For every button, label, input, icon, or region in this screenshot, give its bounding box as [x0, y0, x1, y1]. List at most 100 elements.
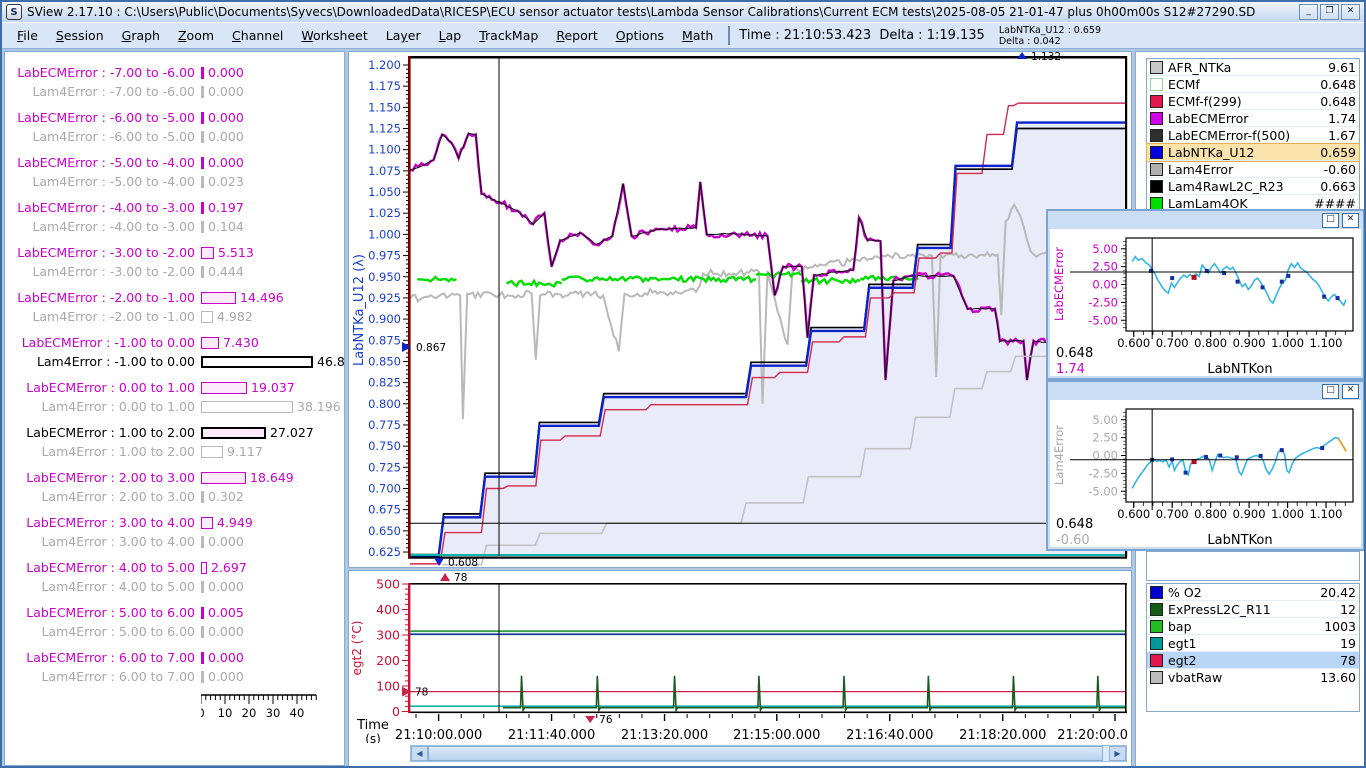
- lamlam4ok-trace: [417, 275, 457, 283]
- minimize-button[interactable]: _: [1299, 4, 1318, 20]
- svg-text:0: 0: [201, 706, 205, 720]
- channel-value: -0.60: [1323, 161, 1356, 177]
- menu-item-zoom[interactable]: Zoom: [177, 28, 215, 43]
- svg-text:1.100: 1.100: [1310, 507, 1343, 521]
- scroll-right-button[interactable]: ▶: [1109, 746, 1126, 761]
- scatter1-maximize-button[interactable]: □: [1322, 213, 1339, 228]
- channel-name: ECMf: [1168, 76, 1200, 92]
- svg-text:0.800: 0.800: [1194, 507, 1227, 521]
- egt-chart-box: 0 100 200 300 400 500 egt2 (°C) 78 78 76 21:10:00.…: [348, 570, 1132, 766]
- channel-row-egt2[interactable]: egt2 78: [1147, 652, 1359, 669]
- svg-text:0.775: 0.775: [368, 418, 401, 432]
- svg-text:0: 0: [392, 704, 400, 719]
- scatter-dot: [1320, 445, 1325, 450]
- scatter2-maximize-button[interactable]: □: [1322, 384, 1339, 399]
- channel-name: LamLam4OK: [1168, 195, 1248, 211]
- scatter-dot: [1149, 268, 1154, 273]
- scatter-red-dot: [1191, 459, 1197, 465]
- scatter-dot: [1218, 453, 1223, 458]
- scatter2-close-button[interactable]: ✕: [1342, 384, 1359, 399]
- channel-color-swatch: [1150, 179, 1163, 193]
- menu-item-worksheet[interactable]: Worksheet: [301, 28, 368, 43]
- channel-value: 9.61: [1328, 59, 1356, 75]
- channel-row-lam4error[interactable]: Lam4Error -0.60: [1147, 161, 1359, 178]
- lam4error-vs-labntkon-plot[interactable]: 5.00 2.50 0.00 -2.50 -5.00 Lam4Error 0.600 0.70…: [1050, 400, 1363, 549]
- channel-row-vbatraw[interactable]: vbatRaw 13.60: [1147, 669, 1359, 685]
- svg-text:2.50: 2.50: [1092, 431, 1118, 445]
- menu-item-graph[interactable]: Graph: [121, 28, 160, 43]
- scatter-trace: [1131, 436, 1347, 489]
- channel-value: 0.663: [1320, 178, 1356, 194]
- lambda-time-chart[interactable]: 1.200 1.175 1.150 1.125 1.100 1.075 1.050 1.025…: [349, 51, 1129, 569]
- time-scrollbar[interactable]: ◀ ▶: [410, 745, 1127, 762]
- svg-text:(s): (s): [365, 732, 381, 743]
- scatter-dot: [1235, 279, 1240, 284]
- svg-text:0.900: 0.900: [1233, 336, 1266, 350]
- histogram-row-lam-12: Lam4Error : 5.00 to 6.00 0.000: [41, 624, 244, 639]
- scatter-dot: [1279, 279, 1284, 284]
- channel-row-egt1[interactable]: egt1 19: [1147, 635, 1359, 652]
- histogram-row-ecm-8: LabECMError : 1.00 to 2.00 27.027: [26, 425, 314, 440]
- channel-value: ####: [1314, 195, 1356, 211]
- menu-item-trackmap[interactable]: TrackMap: [479, 28, 539, 43]
- labecmerror-scatter-window[interactable]: □ ✕ 5.00 2.50 0.00 -2.50 -5.00 LabECMError 0.6…: [1046, 209, 1364, 380]
- channel-row-labntka-u12[interactable]: LabNTKa_U12 0.659: [1146, 143, 1360, 162]
- menu-item-file[interactable]: File: [17, 28, 38, 43]
- svg-text:0.800: 0.800: [368, 397, 401, 411]
- restore-button[interactable]: ❐: [1320, 4, 1339, 20]
- svg-text:0.625: 0.625: [368, 545, 401, 559]
- svg-text:0.675: 0.675: [368, 503, 401, 517]
- lam4error-scatter-window[interactable]: □ ✕ 5.00 2.50 0.00 -2.50 -5.00 Lam4Error 0.600…: [1046, 380, 1364, 551]
- title-bar[interactable]: S SView 2.17.10 : C:\Users\Public\Docume…: [2, 2, 1364, 22]
- svg-text:0.975: 0.975: [368, 249, 401, 263]
- channel-row-expressl2c-r11[interactable]: ExPressL2C_R11 12: [1147, 601, 1359, 618]
- close-button[interactable]: ✕: [1341, 4, 1360, 20]
- scatter2-titlebar[interactable]: [1050, 384, 1361, 400]
- svg-text:1.000: 1.000: [1271, 507, 1304, 521]
- histogram-row-ecm-6: LabECMError : -1.00 to 0.00 7.430: [21, 335, 259, 350]
- scrollbar-thumb[interactable]: [428, 746, 1103, 761]
- app-icon: S: [6, 4, 22, 20]
- channel-name: egt1: [1168, 635, 1197, 651]
- histogram-row-lam-0: Lam4Error : -7.00 to -6.00 0.000: [32, 84, 244, 99]
- channel-row-afr-ntka[interactable]: AFR_NTKa 9.61: [1147, 59, 1359, 76]
- menu-item-layer[interactable]: Layer: [385, 28, 421, 43]
- overlay-y-readout: 1.74: [1056, 362, 1085, 377]
- svg-text:200: 200: [376, 653, 400, 668]
- svg-text:0.725: 0.725: [368, 460, 401, 474]
- scatter1-close-button[interactable]: ✕: [1342, 213, 1359, 228]
- scroll-left-button[interactable]: ◀: [411, 746, 428, 761]
- svg-text:30: 30: [266, 706, 281, 720]
- menu-item-report[interactable]: Report: [556, 28, 598, 43]
- channel-row-lam4rawl2c-r23[interactable]: Lam4RawL2C_R23 0.663: [1147, 178, 1359, 195]
- histogram-row-ecm-10: LabECMError : 3.00 to 4.00 4.949: [26, 515, 253, 530]
- svg-text:0.900: 0.900: [1233, 507, 1266, 521]
- egt-top-marker-icon: [440, 573, 451, 581]
- scatter-dot: [1286, 273, 1291, 278]
- ecmf-filtered-trace: [410, 102, 1125, 565]
- menu-item-math[interactable]: Math: [682, 28, 714, 43]
- channel-color-swatch: [1150, 619, 1163, 633]
- menu-bar: File Session Graph Zoom Channel Worksheet Laye…: [2, 22, 1364, 49]
- scatter1-titlebar[interactable]: [1050, 213, 1361, 229]
- menu-item-channel[interactable]: Channel: [232, 28, 284, 43]
- channel-row-ecmf-f-299-[interactable]: ECMf-f(299) 0.648: [1147, 93, 1359, 110]
- svg-text:100: 100: [376, 679, 400, 694]
- svg-text:0.750: 0.750: [368, 439, 401, 453]
- menu-item-options[interactable]: Options: [615, 28, 665, 43]
- channel-value: 12: [1340, 601, 1356, 617]
- egt-y-axis-spine: [408, 583, 411, 713]
- channel-row-labecmerror-f-500-[interactable]: LabECMError-f(500) 1.67: [1147, 127, 1359, 144]
- channel-row-bap[interactable]: bap 1003: [1147, 618, 1359, 635]
- egt-time-chart[interactable]: 0 100 200 300 400 500 egt2 (°C) 78 78 76 21:10:00.…: [349, 571, 1129, 746]
- channel-row--o2[interactable]: % O2 20.42: [1147, 584, 1359, 601]
- bottom-marker-icon: [434, 558, 445, 566]
- channel-row-ecmf[interactable]: ECMf 0.648: [1147, 76, 1359, 93]
- lambda-chart-box: 1.200 1.175 1.150 1.125 1.100 1.075 1.050 1.025…: [348, 51, 1132, 569]
- channel-row-lamlam4ok[interactable]: LamLam4OK ####: [1147, 195, 1359, 211]
- express-trace: [502, 675, 1125, 713]
- menu-item-session[interactable]: Session: [55, 28, 104, 43]
- menu-item-lap[interactable]: Lap: [438, 28, 462, 43]
- labecmerror-vs-labntkon-plot[interactable]: 5.00 2.50 0.00 -2.50 -5.00 LabECMError 0.600 0.…: [1050, 229, 1363, 378]
- channel-row-labecmerror[interactable]: LabECMError 1.74: [1147, 110, 1359, 127]
